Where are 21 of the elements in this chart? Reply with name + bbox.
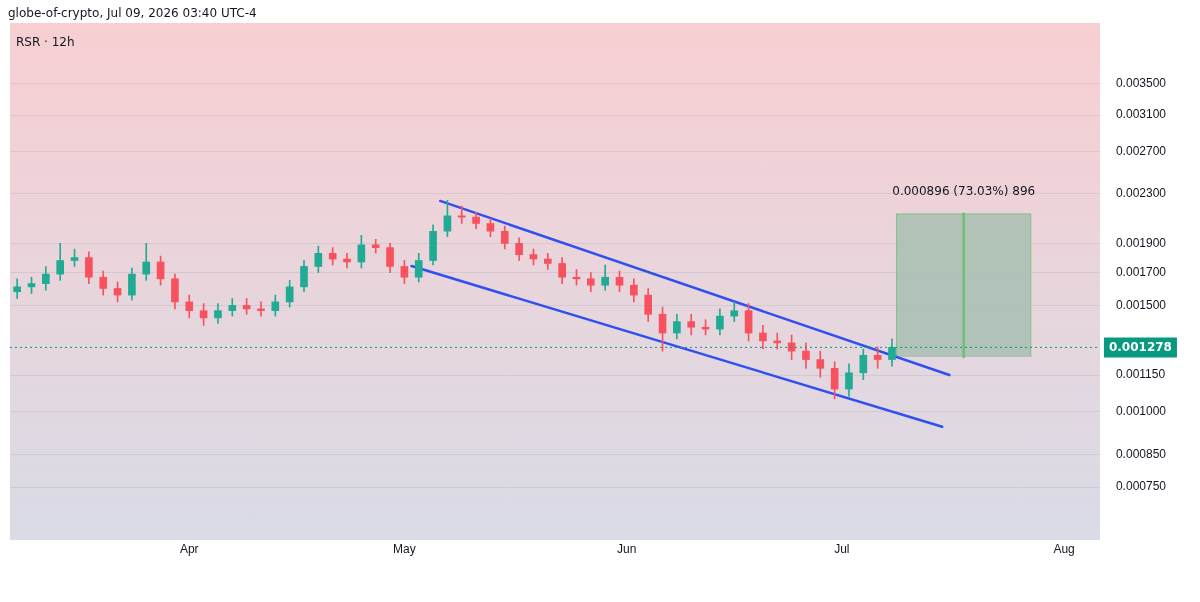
y-tick-label: 0.002700 (1115, 143, 1167, 158)
y-tick-label: 0.001900 (1115, 235, 1167, 250)
x-tick-label: Aug (1053, 542, 1075, 557)
y-tick-label: 0.001150 (1115, 367, 1166, 382)
y-tick-label: 0.003100 (1115, 107, 1167, 122)
annotation: 0.000896 (73.03%) 896 (892, 183, 1036, 198)
x-tick-label: May (393, 542, 416, 557)
y-tick-label: 0.002300 (1115, 185, 1167, 200)
text: RSR · 12h (16, 35, 75, 49)
y-tick-label: 0.001700 (1115, 264, 1167, 279)
y-tick-label: 0.000750 (1115, 479, 1167, 494)
x-tick-label: Jun (617, 542, 637, 557)
candlestick (371, 238, 380, 254)
y-tick-label: 0.001500 (1115, 297, 1167, 312)
y-tick-label: 0.001000 (1115, 404, 1167, 419)
ref-line-label: 0.001278 (1108, 339, 1172, 354)
x-tick-label: Jul (834, 542, 850, 557)
x-tick-label: Apr (179, 542, 199, 557)
y-tick-label: 0.003500 (1115, 75, 1167, 90)
y-tick-label: 0.000850 (1115, 446, 1167, 461)
chart-title: globe-of-crypto, Jul 09, 2026 03:40 UTC-4 (8, 6, 257, 20)
